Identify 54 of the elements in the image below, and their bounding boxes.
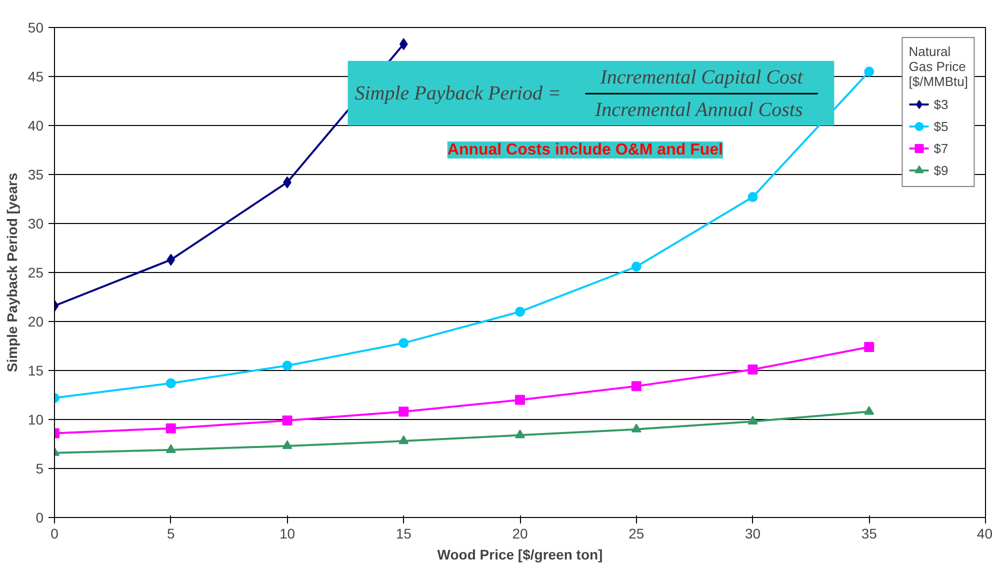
y-tick-label: 45 — [28, 68, 44, 84]
y-tick-label: 20 — [28, 314, 44, 330]
y-tick-label: 5 — [36, 460, 44, 476]
x-tick-label: 20 — [512, 526, 528, 542]
point — [282, 440, 292, 450]
point — [282, 360, 292, 371]
point — [515, 306, 525, 317]
point — [631, 262, 642, 272]
point — [398, 406, 409, 417]
point — [631, 424, 642, 432]
annotation: Incremental Annual Costs — [594, 98, 803, 121]
legend-label: $9 — [934, 162, 950, 178]
point — [631, 381, 642, 392]
point — [864, 406, 874, 415]
point — [864, 66, 874, 77]
y-tick-label: 15 — [28, 362, 44, 378]
annotation: Simple Payback Period = — [354, 82, 561, 105]
x-tick-label: 0 — [50, 526, 59, 542]
x-axis-title: Wood Price [$/green ton] — [437, 546, 603, 562]
point — [398, 338, 409, 348]
x-tick-label: 40 — [976, 526, 992, 542]
x-tick-label: 10 — [279, 526, 296, 542]
point — [282, 415, 292, 426]
legend-label: $7 — [934, 140, 950, 156]
annotation: Annual Costs include O&M and Fuel — [447, 142, 723, 158]
point — [748, 364, 758, 375]
point — [864, 342, 874, 352]
point — [166, 254, 176, 266]
y-tick-label: 10 — [28, 412, 44, 428]
x-tick-label: 15 — [396, 526, 412, 542]
point — [399, 38, 408, 50]
y-tick-label: 0 — [36, 510, 44, 526]
legend-label: $5 — [934, 118, 950, 134]
annotation: Incremental Capital Cost — [599, 66, 804, 88]
y-tick-label: 30 — [28, 216, 44, 232]
legend-label: $3 — [934, 96, 950, 112]
y-tick-label: 40 — [28, 118, 44, 134]
point — [166, 423, 176, 434]
point — [166, 378, 176, 388]
point — [166, 444, 176, 453]
point — [748, 192, 758, 202]
point — [398, 435, 409, 444]
x-tick-label: 35 — [861, 526, 878, 542]
y-tick-label: 25 — [28, 264, 44, 280]
legend-title: Natural Gas Price [$/MMBtu] — [908, 44, 968, 89]
point — [515, 429, 525, 438]
x-tick-label: 5 — [166, 526, 175, 542]
x-tick-label: 30 — [744, 526, 761, 542]
y-tick-label: 50 — [28, 20, 44, 36]
point — [748, 416, 758, 425]
point — [515, 394, 525, 405]
x-tick-label: 25 — [628, 526, 644, 542]
y-tick-label: 35 — [28, 166, 44, 182]
y-axis-title: Simple Payback Period [years — [4, 172, 20, 372]
